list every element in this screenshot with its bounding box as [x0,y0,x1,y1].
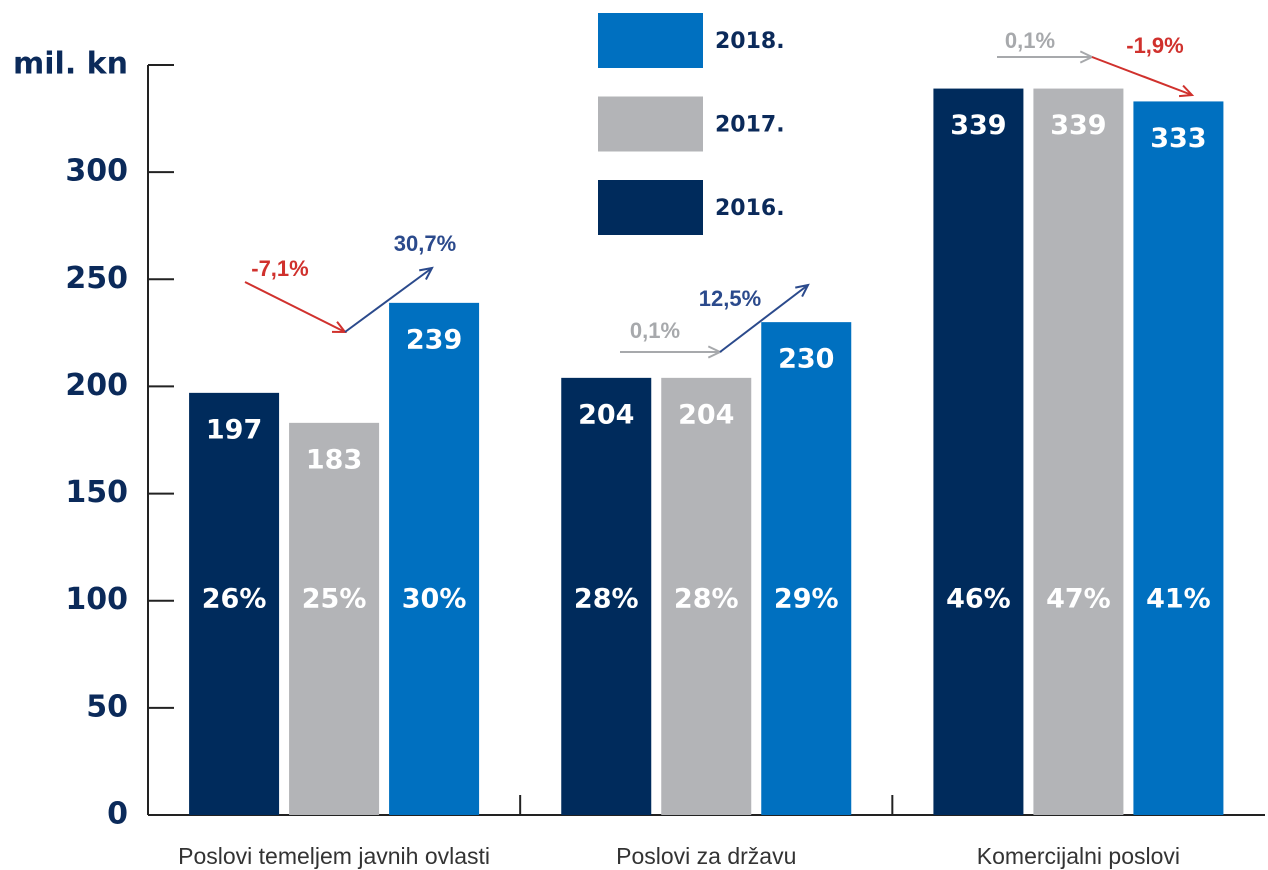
share-label: 28% [574,584,639,615]
legend-swatch [598,180,703,235]
value-label: 339 [950,110,1006,141]
change-arrow [719,284,809,353]
change-label: 0,1% [630,318,680,343]
bar [661,377,752,815]
bar [389,302,480,815]
value-label: 197 [206,414,262,445]
share-label: 47% [1046,584,1111,615]
legend-swatch [598,13,703,68]
legend-swatch [598,96,703,152]
y-tick-label: 200 [65,368,128,403]
legend-label: 2016. [715,196,785,221]
arrow-head [1178,84,1195,98]
legend-label: 2017. [715,113,785,138]
bar [933,88,1024,816]
bar [189,392,280,815]
value-label: 183 [306,444,362,475]
change-arrow [1091,56,1193,96]
value-label: 204 [578,399,634,430]
share-label: 30% [402,584,467,615]
arrow-head [419,266,434,280]
value-label: 339 [1050,110,1106,141]
y-tick-label: 250 [65,261,128,296]
change-label: 0,1% [1005,28,1055,53]
value-label: 204 [678,399,734,430]
bar [1133,101,1224,815]
value-label: 230 [778,344,834,375]
legend-label: 2018. [715,29,785,54]
change-arrow [244,281,346,333]
x-tick-label: Poslovi za državu [616,843,796,869]
y-tick-label: 150 [65,475,128,510]
value-label: 333 [1150,123,1206,154]
value-label: 239 [406,324,462,355]
bar [1033,88,1124,816]
arrow-head [795,283,810,298]
bar [761,322,852,815]
change-label: 30,7% [394,231,456,256]
share-label: 28% [674,584,739,615]
x-tick-label: Poslovi temeljem javnih ovlasti [178,843,490,869]
y-axis-label: mil. kn [13,47,128,82]
bar [289,422,380,815]
bar [561,377,652,815]
share-label: 25% [302,584,367,615]
share-label: 29% [774,584,839,615]
x-tick-label: Komercijalni poslovi [977,843,1180,869]
y-tick-label: 0 [107,797,128,832]
change-label: 12,5% [699,286,761,311]
share-label: 46% [946,584,1011,615]
change-label: -7,1% [251,256,308,281]
y-tick-label: 100 [65,582,128,617]
change-label: -1,9% [1126,33,1183,58]
change-arrow [344,267,433,333]
y-tick-label: 50 [86,689,128,724]
share-label: 26% [202,584,267,615]
y-tick-label: 300 [65,154,128,189]
share-label: 41% [1146,584,1211,615]
